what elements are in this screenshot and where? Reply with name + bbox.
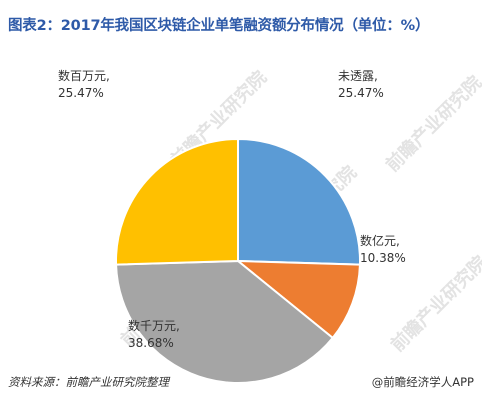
credit-note: @前瞻经济学人APP bbox=[371, 375, 474, 389]
chart-title: 图表2：2017年我国区块链企业单笔融资额分布情况（单位：%） bbox=[8, 18, 430, 34]
pie-slice bbox=[235, 259, 361, 340]
pie-slice bbox=[115, 137, 239, 266]
slice-label: 数千万元, bbox=[128, 318, 180, 333]
slice-value-label: 25.47% bbox=[58, 86, 104, 100]
slice-label: 未透露, bbox=[338, 69, 378, 83]
slice-label: 数亿元, bbox=[360, 233, 400, 248]
pie-slice bbox=[115, 259, 335, 384]
source-note: 资料来源：前瞻产业研究院整理 bbox=[8, 375, 169, 389]
pie-slice bbox=[237, 137, 361, 266]
slice-value-label: 38.68% bbox=[128, 336, 174, 350]
slice-value-label: 25.47% bbox=[338, 86, 384, 100]
slice-label: 数百万元, bbox=[58, 68, 110, 83]
slice-value-label: 10.38% bbox=[360, 251, 406, 265]
